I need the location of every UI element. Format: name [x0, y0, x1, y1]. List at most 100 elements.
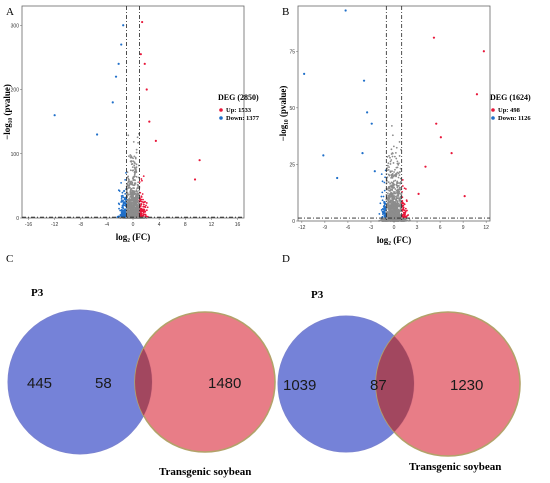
data-point	[131, 208, 134, 211]
data-point	[117, 202, 120, 205]
data-point	[132, 192, 135, 194]
data-point	[392, 180, 395, 183]
data-point	[400, 217, 403, 220]
data-point	[128, 186, 131, 189]
data-point	[121, 211, 123, 214]
data-point	[128, 193, 130, 196]
data-point	[399, 203, 402, 206]
y-tick-label: 100	[11, 152, 20, 158]
data-point	[146, 206, 149, 209]
data-point	[129, 169, 132, 172]
data-point	[130, 156, 133, 159]
data-point	[393, 155, 396, 158]
data-point	[135, 148, 138, 151]
down-point	[122, 24, 125, 27]
y-tick-label: 0	[16, 216, 19, 222]
data-point	[140, 198, 143, 201]
x-tick-label: 16	[235, 222, 241, 228]
data-point	[387, 187, 390, 190]
data-point	[395, 208, 398, 210]
data-point	[399, 202, 402, 204]
venn-count-transgenic-only: 1480	[208, 375, 241, 392]
down-point	[370, 122, 373, 125]
data-point	[127, 134, 130, 137]
data-point	[397, 176, 400, 179]
x-tick-label: -9	[323, 225, 328, 231]
data-point	[134, 162, 136, 165]
data-point	[136, 187, 139, 190]
data-point	[143, 211, 145, 213]
data-point	[137, 181, 140, 184]
data-point	[142, 201, 145, 204]
data-point	[400, 192, 403, 195]
down-point	[336, 176, 339, 180]
data-point	[397, 197, 400, 199]
data-point	[386, 156, 389, 158]
data-point	[126, 203, 129, 206]
x-tick-label: -6	[346, 225, 351, 231]
data-point	[137, 207, 139, 210]
data-point	[127, 212, 130, 215]
up-point	[424, 165, 427, 168]
data-point	[388, 166, 390, 169]
data-point	[136, 216, 139, 219]
data-point	[389, 206, 391, 209]
up-point	[475, 93, 479, 96]
data-point	[131, 201, 134, 204]
data-point	[396, 197, 399, 199]
data-point	[390, 174, 393, 176]
data-point	[128, 200, 131, 203]
data-point	[401, 185, 404, 187]
data-point	[398, 192, 401, 195]
legend-swatch	[491, 116, 495, 120]
data-point	[395, 157, 398, 160]
down-point	[114, 75, 118, 78]
data-point	[408, 220, 410, 222]
data-point	[395, 209, 398, 212]
data-point	[142, 175, 145, 178]
data-point	[142, 205, 145, 208]
data-point	[138, 181, 141, 183]
data-point	[128, 202, 131, 204]
data-point	[384, 220, 386, 222]
data-point	[385, 181, 388, 183]
data-point	[381, 180, 384, 183]
data-point	[134, 208, 137, 211]
data-point	[391, 186, 394, 189]
data-point	[391, 184, 393, 187]
data-point	[144, 206, 147, 209]
data-point	[144, 213, 147, 216]
data-point	[122, 201, 125, 204]
data-point	[132, 190, 135, 192]
data-point	[394, 179, 397, 182]
data-point	[387, 168, 390, 171]
data-point	[404, 211, 407, 214]
x-tick-label: -3	[369, 225, 374, 231]
data-point	[392, 202, 395, 205]
data-point	[382, 195, 385, 198]
data-point	[122, 209, 125, 212]
data-point	[145, 204, 147, 207]
data-point	[398, 141, 401, 143]
venn-count-p3-only: 1039	[283, 377, 316, 394]
venn-diagrams: 445 58 1480 P3 Transgenic soybean 1039 87 1230 P…	[7, 287, 521, 478]
data-point	[393, 206, 395, 208]
data-point	[389, 193, 392, 196]
data-point	[135, 197, 138, 200]
data-point	[394, 188, 397, 190]
data-point	[393, 198, 396, 200]
data-point	[383, 181, 386, 184]
up-point	[198, 159, 201, 162]
legend-title: DEG (2850)	[218, 93, 259, 102]
data-point	[384, 213, 387, 215]
data-point	[383, 189, 386, 192]
data-point	[388, 174, 391, 177]
x-tick-label: 12	[483, 225, 489, 231]
data-point	[128, 198, 131, 201]
data-point	[395, 198, 397, 201]
data-point	[384, 176, 387, 179]
data-point	[130, 163, 133, 166]
data-point	[397, 188, 400, 191]
